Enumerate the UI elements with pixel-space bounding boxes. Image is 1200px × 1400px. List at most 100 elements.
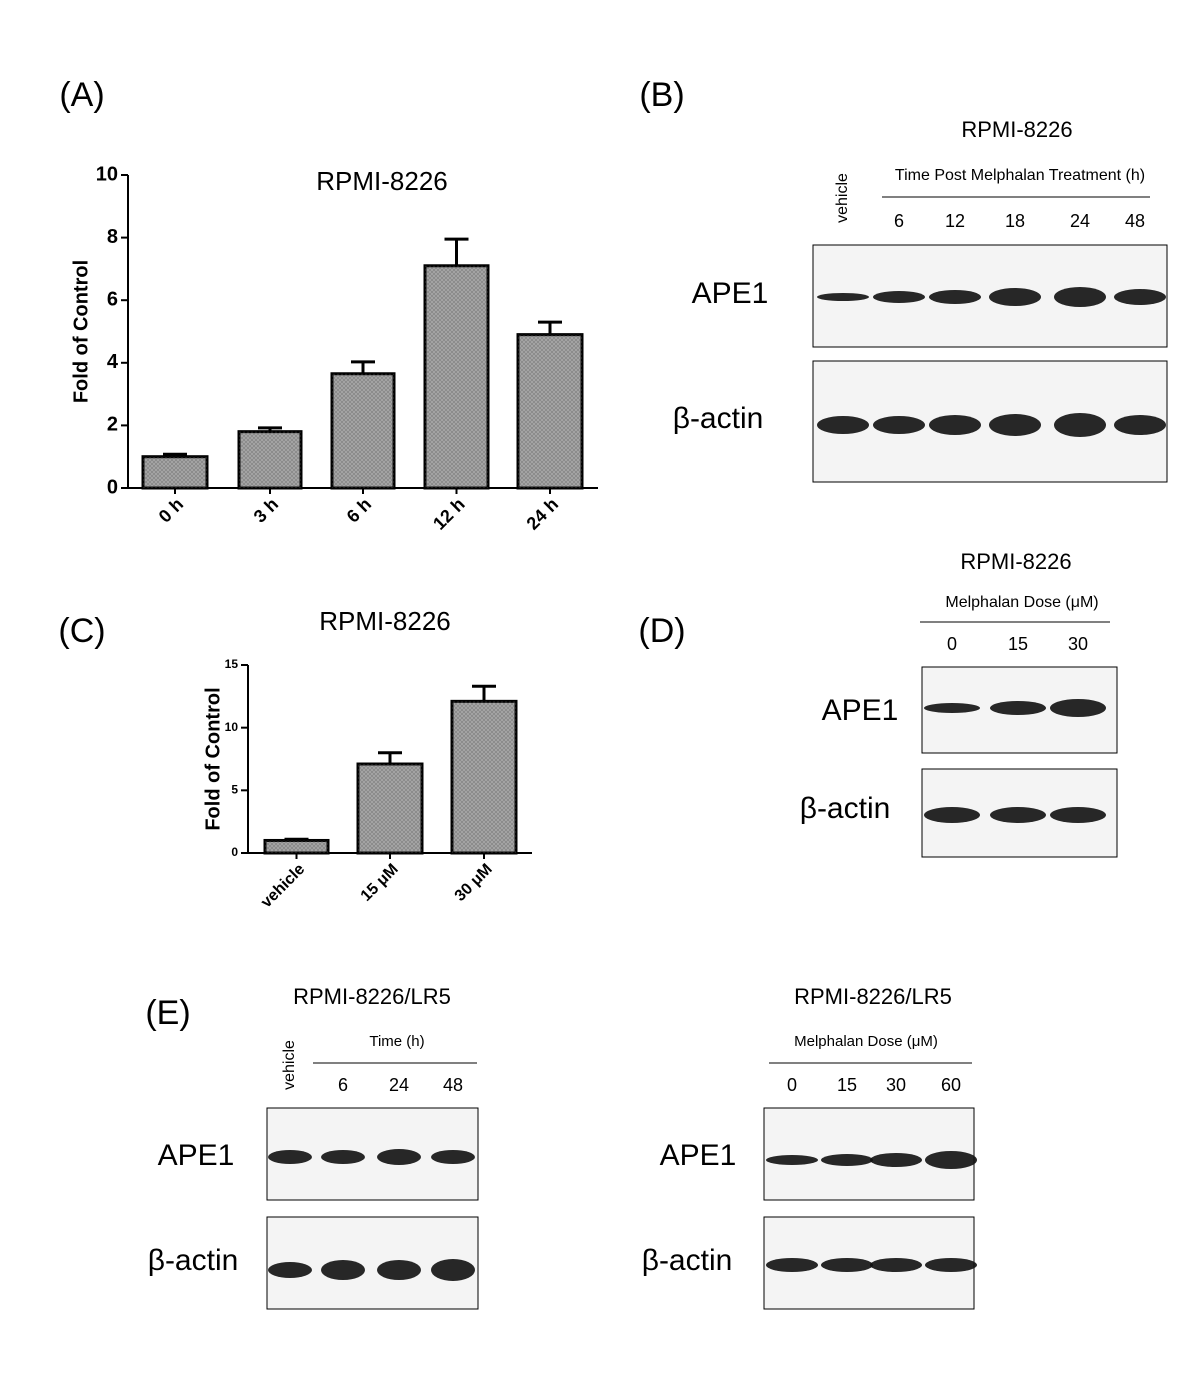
y-axis-label: Fold of Control [70, 260, 92, 403]
lane-label: 15 [1008, 634, 1028, 654]
blot-band [377, 1260, 421, 1280]
bar-hatch [239, 431, 301, 488]
x-tick-label: 6 h [343, 494, 376, 527]
lane-label: vehicle [834, 173, 851, 223]
blot-band [990, 807, 1046, 823]
blot-band [766, 1258, 818, 1272]
y-tick-label: 2 [107, 414, 118, 436]
x-tick-label: vehicle [258, 861, 308, 911]
blot-band [268, 1262, 312, 1278]
blot-band [870, 1153, 922, 1167]
lane-label: 6 [894, 211, 904, 231]
lane-header: Melphalan Dose (μM) [945, 594, 1098, 611]
lane-header: Time (h) [369, 1033, 424, 1050]
lane-label: 0 [947, 634, 957, 654]
blot-band [321, 1150, 365, 1164]
bar-hatch [265, 840, 328, 853]
y-tick-label: 6 [107, 288, 118, 310]
y-tick-label: 10 [225, 720, 239, 734]
blot-band [1114, 289, 1166, 305]
bar-hatch [452, 701, 516, 853]
y-axis-label: Fold of Control [202, 687, 224, 830]
blot-band [990, 701, 1046, 715]
x-tick-label: 0 h [155, 494, 188, 527]
blot-band [268, 1150, 312, 1164]
blot-band [929, 290, 981, 304]
x-tick-label: 30 μM [452, 861, 496, 905]
bar-hatch [332, 373, 394, 488]
chart-title: RPMI-8226 [316, 166, 448, 196]
y-tick-label: 4 [107, 351, 119, 373]
lane-label: 6 [338, 1075, 348, 1095]
panel-label: (C) [58, 612, 105, 650]
lane-label: 24 [389, 1075, 409, 1095]
protein-label: APE1 [660, 1139, 737, 1172]
y-tick-label: 10 [96, 163, 118, 185]
blot-band [1050, 699, 1106, 717]
blot-band [1050, 807, 1106, 823]
blot-band [989, 414, 1041, 436]
blot-title: RPMI-8226/LR5 [794, 984, 952, 1009]
y-tick-label: 0 [107, 476, 118, 498]
lane-header: Melphalan Dose (μM) [794, 1033, 938, 1050]
x-tick-label: 15 μM [358, 861, 402, 905]
blot-band [817, 293, 869, 301]
blot-band [929, 415, 981, 435]
blot-band [821, 1258, 873, 1272]
blot-title: RPMI-8226 [961, 117, 1072, 142]
protein-label: β-actin [800, 792, 891, 825]
lane-label: 15 [837, 1075, 857, 1095]
y-tick-label: 15 [225, 657, 239, 671]
protein-label: β-actin [148, 1244, 239, 1277]
chart-title: RPMI-8226 [319, 606, 451, 636]
lane-label: 48 [443, 1075, 463, 1095]
x-tick-label: 12 h [429, 494, 469, 534]
blot-band [431, 1150, 475, 1164]
protein-label: β-actin [673, 402, 764, 435]
bar-hatch [358, 764, 422, 853]
blot-band [817, 416, 869, 434]
blot-band [924, 703, 980, 713]
blot-band [377, 1149, 421, 1165]
protein-label: APE1 [692, 277, 769, 310]
blot-band [431, 1259, 475, 1281]
bar-hatch [143, 456, 207, 488]
lane-label: 30 [1068, 634, 1088, 654]
protein-label: β-actin [642, 1244, 733, 1277]
y-tick-label: 5 [231, 783, 238, 797]
lane-label: 30 [886, 1075, 906, 1095]
lane-label: 0 [787, 1075, 797, 1095]
y-tick-label: 8 [107, 226, 118, 248]
panel-label: (B) [639, 76, 684, 114]
blot-band [321, 1260, 365, 1280]
blot-band [821, 1154, 873, 1166]
bar-hatch [425, 265, 488, 488]
lane-label: 48 [1125, 211, 1145, 231]
blot-band [1054, 287, 1106, 307]
blot-band [1114, 415, 1166, 435]
lane-label: 18 [1005, 211, 1025, 231]
y-tick-label: 0 [231, 845, 238, 859]
bar-hatch [518, 334, 582, 488]
blot-title: RPMI-8226/LR5 [293, 984, 451, 1009]
blot-band [1054, 413, 1106, 437]
lane-label: 60 [941, 1075, 961, 1095]
x-tick-label: 24 h [523, 494, 563, 534]
panel-label: (D) [638, 612, 685, 650]
panel-label: (E) [145, 994, 190, 1032]
blot-band [925, 1151, 977, 1169]
blot-membrane [812, 360, 1168, 483]
protein-label: APE1 [822, 694, 899, 727]
blot-band [766, 1155, 818, 1165]
blot-band [870, 1258, 922, 1272]
blot-band [989, 288, 1041, 306]
lane-header: Time Post Melphalan Treatment (h) [895, 167, 1145, 184]
panel-label: (A) [59, 76, 104, 114]
blot-band [873, 291, 925, 303]
blot-band [924, 807, 980, 823]
lane-label: vehicle [281, 1040, 298, 1090]
x-tick-label: 3 h [250, 494, 283, 527]
lane-label: 24 [1070, 211, 1090, 231]
blot-band [873, 416, 925, 434]
